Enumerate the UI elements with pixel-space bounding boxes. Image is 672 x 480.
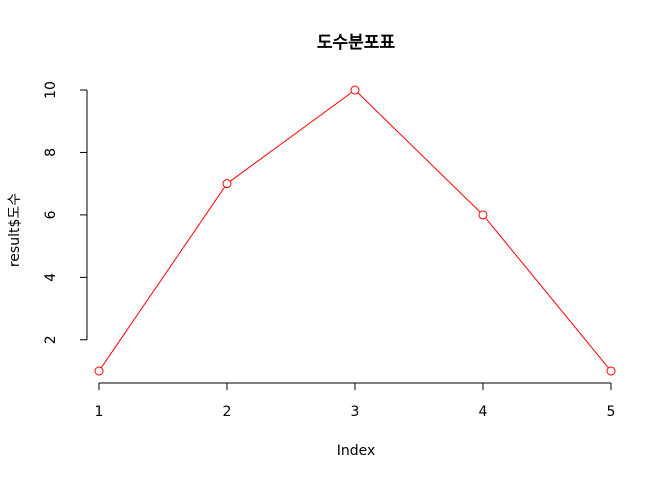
y-tick-label: 8 <box>43 148 59 157</box>
data-point <box>222 179 232 189</box>
x-tick-label: 5 <box>607 404 616 420</box>
x-tick-label: 3 <box>351 404 360 420</box>
x-axis: 1 2 3 4 5 <box>95 382 616 420</box>
data-point <box>94 366 104 376</box>
data-point <box>606 366 616 376</box>
y-tick-label: 4 <box>43 273 59 282</box>
series-line-segment <box>229 91 353 182</box>
chart-title: 도수분포표 <box>317 33 396 53</box>
x-tick-label: 4 <box>479 404 488 420</box>
data-point <box>478 210 488 220</box>
x-tick-label: 1 <box>95 404 104 420</box>
data-point <box>350 85 360 95</box>
series-line-segment <box>100 186 226 368</box>
y-axis: 2 4 6 8 10 <box>43 81 88 344</box>
y-tick-label: 6 <box>43 210 59 219</box>
series-line-segment <box>485 217 609 369</box>
series-line-segment <box>357 92 481 213</box>
y-tick-label: 2 <box>43 335 59 344</box>
y-axis-label: result$도수 <box>7 193 23 267</box>
x-tick-label: 2 <box>223 404 232 420</box>
y-tick-label: 10 <box>43 81 59 99</box>
x-axis-label: Index <box>337 443 376 459</box>
series-layer <box>94 85 616 376</box>
